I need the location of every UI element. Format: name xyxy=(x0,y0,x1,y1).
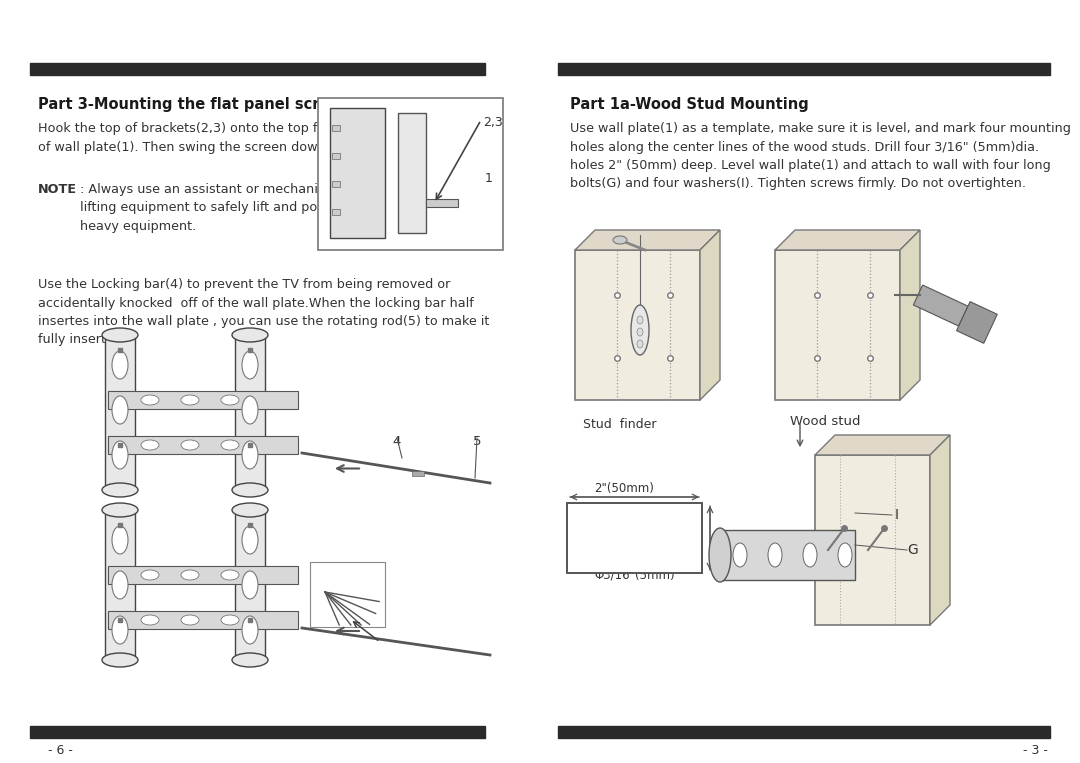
Bar xyxy=(914,285,968,326)
Bar xyxy=(720,530,855,580)
Ellipse shape xyxy=(838,543,852,567)
Ellipse shape xyxy=(242,396,258,424)
Bar xyxy=(318,98,503,250)
Text: Stud  finder: Stud finder xyxy=(583,418,657,431)
Ellipse shape xyxy=(242,616,258,644)
Text: Hook the top of brackets(2,3) onto the top flange
of wall plate(1). Then swing t: Hook the top of brackets(2,3) onto the t… xyxy=(38,122,353,153)
Polygon shape xyxy=(775,230,920,250)
Text: - 3 -: - 3 - xyxy=(1023,743,1048,756)
Ellipse shape xyxy=(112,571,129,599)
Polygon shape xyxy=(575,230,720,250)
Ellipse shape xyxy=(631,305,649,355)
Bar xyxy=(108,391,298,409)
Ellipse shape xyxy=(232,653,268,667)
Text: 2,3: 2,3 xyxy=(483,116,503,129)
Bar xyxy=(332,125,340,131)
Bar xyxy=(426,199,458,208)
Text: Use wall plate(1) as a template, make sure it is level, and mark four mounting
h: Use wall plate(1) as a template, make su… xyxy=(570,122,1071,191)
Bar xyxy=(558,63,1050,75)
Text: NOTE: NOTE xyxy=(38,183,77,196)
Text: : Always use an assistant or mechanical
lifting equipment to safely lift and pos: : Always use an assistant or mechanical … xyxy=(80,183,352,233)
Ellipse shape xyxy=(181,570,199,580)
Ellipse shape xyxy=(242,441,258,469)
Ellipse shape xyxy=(102,503,138,517)
Ellipse shape xyxy=(221,615,239,625)
Bar xyxy=(815,455,930,625)
Ellipse shape xyxy=(181,440,199,450)
Text: 1: 1 xyxy=(485,172,492,185)
Bar xyxy=(411,471,424,476)
Ellipse shape xyxy=(232,328,268,342)
Ellipse shape xyxy=(708,528,731,582)
Bar xyxy=(108,436,298,454)
Ellipse shape xyxy=(102,328,138,342)
Ellipse shape xyxy=(768,543,782,567)
Bar xyxy=(105,510,135,660)
Text: Use the Locking bar(4) to prevent the TV from being removed or
accidentally knoc: Use the Locking bar(4) to prevent the TV… xyxy=(38,278,489,346)
Bar xyxy=(30,726,485,738)
Ellipse shape xyxy=(221,570,239,580)
Text: 4: 4 xyxy=(393,435,401,448)
Text: 5: 5 xyxy=(473,435,482,448)
Text: Part 3-Mounting the flat panel screen: Part 3-Mounting the flat panel screen xyxy=(38,97,350,112)
Bar xyxy=(30,63,485,75)
Ellipse shape xyxy=(242,351,258,379)
Ellipse shape xyxy=(637,340,643,348)
Ellipse shape xyxy=(102,653,138,667)
Text: 2"(50mm): 2"(50mm) xyxy=(594,482,653,495)
Bar xyxy=(332,153,340,159)
Ellipse shape xyxy=(141,615,159,625)
Bar xyxy=(957,301,997,343)
Ellipse shape xyxy=(112,526,129,554)
Bar xyxy=(108,566,298,584)
Bar xyxy=(310,562,384,627)
Polygon shape xyxy=(930,435,950,625)
Ellipse shape xyxy=(613,236,627,244)
Ellipse shape xyxy=(112,441,129,469)
Bar xyxy=(775,250,900,400)
Ellipse shape xyxy=(112,351,129,379)
Polygon shape xyxy=(700,230,720,400)
Ellipse shape xyxy=(637,316,643,324)
Ellipse shape xyxy=(181,615,199,625)
Text: Part 1a-Wood Stud Mounting: Part 1a-Wood Stud Mounting xyxy=(570,97,809,112)
Text: Φ3/16"(5mm): Φ3/16"(5mm) xyxy=(594,568,675,581)
Bar xyxy=(332,209,340,215)
Bar xyxy=(105,335,135,490)
Bar xyxy=(330,108,384,238)
Ellipse shape xyxy=(232,483,268,497)
Bar xyxy=(567,503,702,573)
Bar xyxy=(575,250,700,400)
Ellipse shape xyxy=(804,543,816,567)
Ellipse shape xyxy=(112,616,129,644)
Ellipse shape xyxy=(141,395,159,405)
Ellipse shape xyxy=(232,503,268,517)
Text: I: I xyxy=(895,508,899,522)
Bar xyxy=(332,181,340,187)
Ellipse shape xyxy=(112,396,129,424)
Ellipse shape xyxy=(102,483,138,497)
Ellipse shape xyxy=(141,570,159,580)
Text: Wood stud: Wood stud xyxy=(789,415,861,428)
Bar xyxy=(108,611,298,629)
Text: G: G xyxy=(907,543,918,557)
Ellipse shape xyxy=(221,440,239,450)
Polygon shape xyxy=(900,230,920,400)
Ellipse shape xyxy=(733,543,747,567)
Text: - 6 -: - 6 - xyxy=(48,743,72,756)
Bar xyxy=(399,113,426,233)
Bar xyxy=(558,726,1050,738)
Ellipse shape xyxy=(141,440,159,450)
Ellipse shape xyxy=(181,395,199,405)
Bar xyxy=(235,510,265,660)
Ellipse shape xyxy=(242,526,258,554)
Ellipse shape xyxy=(637,328,643,336)
Bar xyxy=(567,503,702,573)
Polygon shape xyxy=(815,435,950,455)
Ellipse shape xyxy=(242,571,258,599)
Ellipse shape xyxy=(221,395,239,405)
Bar xyxy=(235,335,265,490)
